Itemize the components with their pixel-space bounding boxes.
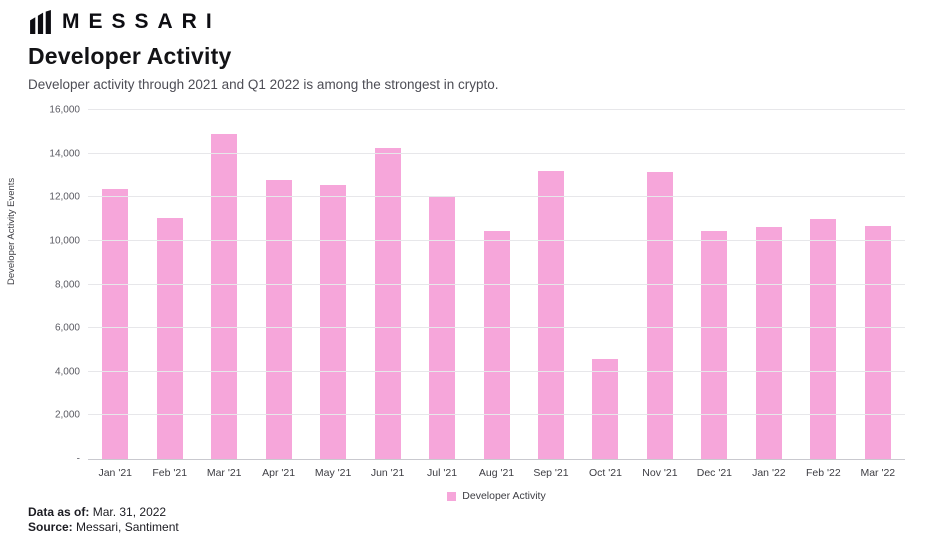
- bar-sep21: [537, 171, 564, 459]
- y-tick-label: 6,000: [54, 322, 80, 334]
- x-tick-label: Dec '21: [696, 467, 733, 479]
- bar-jul21: [429, 197, 456, 459]
- x-tick-label: Jan '21: [98, 467, 132, 479]
- gridline: [88, 283, 905, 285]
- bar-dec21: [701, 231, 728, 459]
- source: Source: Messari, Santiment: [28, 520, 179, 536]
- bar-slot: [197, 110, 251, 459]
- legend-swatch: [447, 491, 457, 501]
- page-title: Developer Activity: [28, 43, 232, 69]
- bar-slot: [142, 110, 196, 459]
- x-tick-label: Mar '22: [860, 467, 896, 479]
- bar-slot: [251, 110, 305, 459]
- bar-jan21: [102, 188, 129, 459]
- bars-container: [88, 110, 905, 459]
- y-tick-label: 16,000: [49, 104, 80, 116]
- bar-slot: [306, 110, 360, 459]
- y-tick-label: 2,000: [54, 409, 80, 421]
- gridline: [88, 196, 905, 198]
- x-tick-label: May '21: [314, 467, 352, 479]
- x-tick-label: Feb '22: [805, 467, 841, 479]
- data-as-of-value: Mar. 31, 2022: [92, 504, 167, 519]
- bar-slot: [469, 110, 523, 459]
- bar-slot: [88, 110, 142, 459]
- plot-area: - 2,000 4,000 6,000 8,000 10,000 12,000 14,000 1…: [49, 105, 905, 465]
- bar-feb21: [156, 217, 183, 459]
- bar-slot: [360, 110, 414, 459]
- x-tick-label: Apr '21: [262, 467, 296, 479]
- bar-slot: [796, 110, 850, 459]
- y-tick-label: 14,000: [49, 148, 80, 160]
- x-axis-labels: Jan '21 Feb '21 Mar '21 Apr '21 May '21 Jun '…: [88, 467, 905, 479]
- bar-jan22: [755, 226, 782, 459]
- bar-jun21: [374, 148, 401, 459]
- bar-oct21: [592, 358, 619, 459]
- gridline: [88, 327, 905, 329]
- legend-label: Developer Activity: [462, 490, 546, 502]
- bar-slot: [742, 110, 796, 459]
- x-tick-label: Jul '21: [427, 467, 458, 479]
- messari-logo-text: MESSARI: [62, 10, 221, 33]
- y-tick-label: 10,000: [49, 235, 80, 247]
- bar-slot: [851, 110, 905, 459]
- source-value: Messari, Santiment: [76, 520, 179, 535]
- bar-may21: [320, 185, 347, 459]
- x-tick-label: Nov '21: [642, 467, 678, 479]
- y-tick-label: 12,000: [49, 191, 80, 203]
- bar-slot: [687, 110, 741, 459]
- footer: Data as of: Mar. 31, 2022 Source: Messar…: [28, 505, 179, 536]
- gridline: [88, 109, 905, 110]
- gridline: [88, 152, 905, 154]
- page-subtitle: Developer activity through 2021 and Q1 2…: [28, 77, 499, 92]
- x-tick-label: Oct '21: [588, 467, 622, 479]
- x-tick-label: Aug '21: [478, 467, 515, 479]
- x-tick-label: Jan '22: [752, 467, 786, 479]
- source-label: Source:: [28, 520, 73, 535]
- bar-feb22: [810, 219, 837, 459]
- gridline: [88, 370, 905, 372]
- y-tick-label: -: [76, 453, 80, 465]
- data-as-of: Data as of: Mar. 31, 2022: [28, 505, 179, 521]
- bar-slot: [524, 110, 578, 459]
- x-tick-label: Jun '21: [370, 467, 405, 479]
- y-tick-label: 4,000: [54, 366, 80, 378]
- bar-apr21: [265, 179, 292, 459]
- x-tick-label: Sep '21: [533, 467, 569, 479]
- bar-mar22: [864, 225, 891, 459]
- x-tick-label: Feb '21: [152, 467, 188, 479]
- messari-logo: MESSARI: [28, 8, 902, 36]
- bar-slot: [578, 110, 632, 459]
- gridline: [88, 239, 905, 241]
- header: MESSARI Developer Activity Developer act…: [28, 8, 902, 92]
- bar-chart: - 2,000 4,000 6,000 8,000 10,000 12,000 14,000 1…: [49, 105, 905, 479]
- chart-legend: Developer Activity: [88, 490, 905, 502]
- bar-mar21: [211, 134, 238, 459]
- bar-nov21: [646, 172, 673, 459]
- data-as-of-label: Data as of:: [28, 504, 90, 519]
- x-tick-label: Mar '21: [206, 467, 242, 479]
- gridline: [88, 414, 905, 416]
- y-tick-label: 8,000: [54, 279, 80, 290]
- bar-slot: [415, 110, 469, 459]
- bar-slot: [633, 110, 687, 459]
- messari-logo-icon: [28, 9, 53, 35]
- bar-aug21: [483, 231, 510, 459]
